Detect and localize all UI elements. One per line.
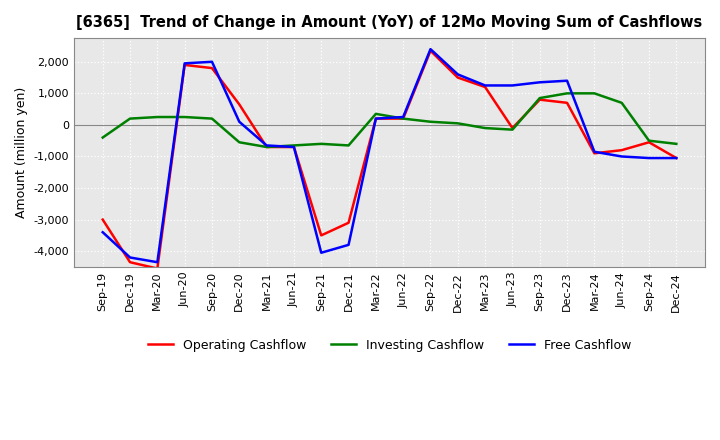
Operating Cashflow bbox=[590, 150, 599, 156]
Investing Cashflow bbox=[672, 141, 680, 147]
Investing Cashflow bbox=[180, 114, 189, 120]
Operating Cashflow bbox=[262, 144, 271, 150]
Free Cashflow bbox=[563, 78, 572, 83]
Investing Cashflow bbox=[590, 91, 599, 96]
Free Cashflow bbox=[454, 72, 462, 77]
Operating Cashflow bbox=[672, 155, 680, 161]
Free Cashflow bbox=[590, 149, 599, 154]
Free Cashflow bbox=[372, 116, 380, 121]
Investing Cashflow bbox=[426, 119, 435, 125]
Investing Cashflow bbox=[508, 127, 517, 132]
Investing Cashflow bbox=[399, 116, 408, 121]
Y-axis label: Amount (million yen): Amount (million yen) bbox=[15, 87, 28, 218]
Operating Cashflow bbox=[372, 116, 380, 121]
Investing Cashflow bbox=[289, 143, 298, 148]
Free Cashflow bbox=[153, 260, 162, 265]
Operating Cashflow bbox=[399, 116, 408, 121]
Investing Cashflow bbox=[99, 135, 107, 140]
Investing Cashflow bbox=[344, 143, 353, 148]
Operating Cashflow bbox=[536, 97, 544, 103]
Operating Cashflow bbox=[99, 217, 107, 222]
Operating Cashflow bbox=[454, 75, 462, 80]
Free Cashflow bbox=[180, 61, 189, 66]
Free Cashflow bbox=[317, 250, 325, 255]
Operating Cashflow bbox=[207, 66, 216, 71]
Investing Cashflow bbox=[644, 138, 653, 143]
Free Cashflow bbox=[344, 242, 353, 247]
Free Cashflow bbox=[481, 83, 490, 88]
Investing Cashflow bbox=[536, 95, 544, 101]
Line: Operating Cashflow: Operating Cashflow bbox=[103, 51, 676, 268]
Free Cashflow bbox=[508, 83, 517, 88]
Investing Cashflow bbox=[207, 116, 216, 121]
Free Cashflow bbox=[207, 59, 216, 64]
Operating Cashflow bbox=[563, 100, 572, 106]
Free Cashflow bbox=[262, 143, 271, 148]
Investing Cashflow bbox=[563, 91, 572, 96]
Operating Cashflow bbox=[317, 233, 325, 238]
Free Cashflow bbox=[617, 154, 626, 159]
Operating Cashflow bbox=[644, 139, 653, 145]
Legend: Operating Cashflow, Investing Cashflow, Free Cashflow: Operating Cashflow, Investing Cashflow, … bbox=[143, 334, 636, 357]
Investing Cashflow bbox=[481, 125, 490, 131]
Free Cashflow bbox=[99, 230, 107, 235]
Investing Cashflow bbox=[617, 100, 626, 106]
Operating Cashflow bbox=[481, 84, 490, 90]
Investing Cashflow bbox=[126, 116, 135, 121]
Free Cashflow bbox=[289, 144, 298, 150]
Free Cashflow bbox=[399, 114, 408, 120]
Investing Cashflow bbox=[454, 121, 462, 126]
Operating Cashflow bbox=[508, 125, 517, 131]
Investing Cashflow bbox=[262, 144, 271, 150]
Operating Cashflow bbox=[180, 62, 189, 68]
Operating Cashflow bbox=[289, 144, 298, 150]
Line: Investing Cashflow: Investing Cashflow bbox=[103, 93, 676, 147]
Free Cashflow bbox=[235, 119, 243, 125]
Free Cashflow bbox=[672, 155, 680, 161]
Free Cashflow bbox=[426, 47, 435, 52]
Operating Cashflow bbox=[344, 220, 353, 225]
Title: [6365]  Trend of Change in Amount (YoY) of 12Mo Moving Sum of Cashflows: [6365] Trend of Change in Amount (YoY) o… bbox=[76, 15, 703, 30]
Investing Cashflow bbox=[372, 111, 380, 117]
Operating Cashflow bbox=[126, 260, 135, 265]
Investing Cashflow bbox=[317, 141, 325, 147]
Operating Cashflow bbox=[235, 102, 243, 107]
Line: Free Cashflow: Free Cashflow bbox=[103, 49, 676, 262]
Free Cashflow bbox=[126, 255, 135, 260]
Operating Cashflow bbox=[617, 147, 626, 153]
Free Cashflow bbox=[536, 80, 544, 85]
Investing Cashflow bbox=[153, 114, 162, 120]
Free Cashflow bbox=[644, 155, 653, 161]
Operating Cashflow bbox=[426, 48, 435, 53]
Investing Cashflow bbox=[235, 139, 243, 145]
Operating Cashflow bbox=[153, 266, 162, 271]
